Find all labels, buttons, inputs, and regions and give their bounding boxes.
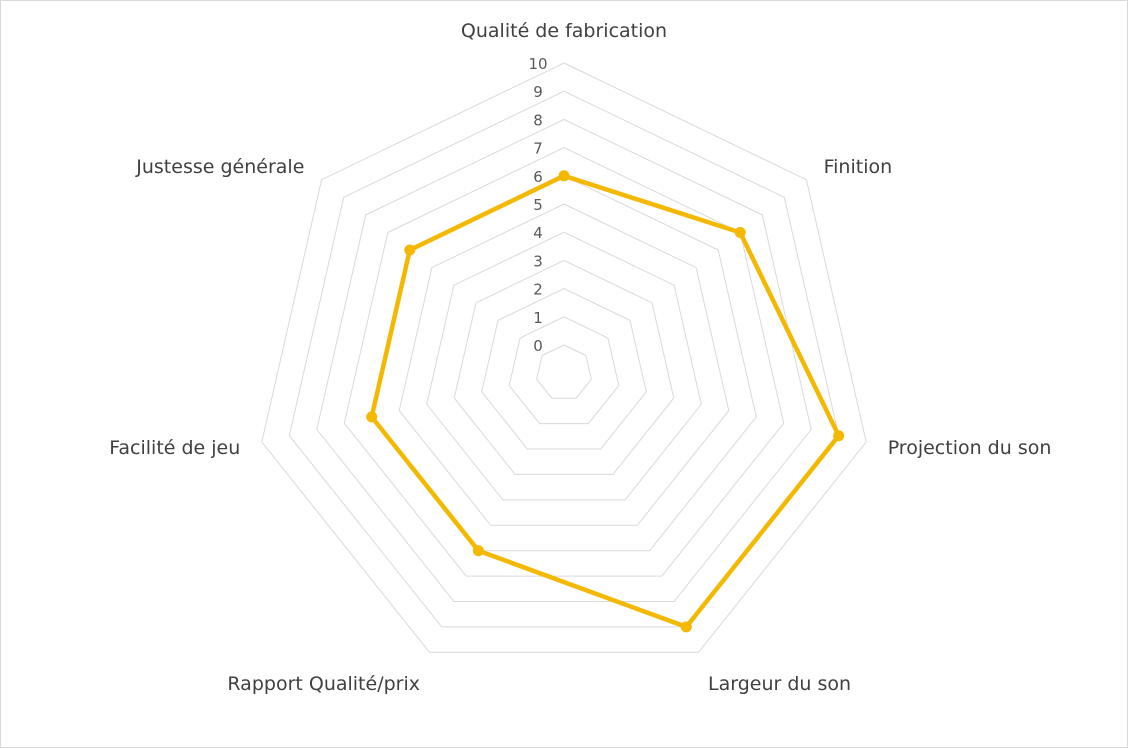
category-label: Facilité de jeu — [109, 437, 240, 459]
grid-rings — [261, 62, 867, 653]
tick-label: 6 — [533, 168, 543, 186]
data-point — [472, 545, 484, 557]
category-label: Finition — [824, 156, 893, 178]
data-point — [734, 227, 746, 238]
tick-label: 9 — [533, 83, 543, 101]
data-point — [404, 244, 416, 256]
grid-ring-1 — [508, 316, 620, 425]
data-point — [680, 621, 692, 633]
tick-label: 8 — [533, 111, 543, 129]
grid-ring-8 — [316, 118, 812, 602]
grid-ring-4 — [426, 231, 702, 501]
grid-ring-9 — [288, 90, 840, 628]
grid-ring-2 — [481, 288, 647, 450]
grid-ring-0 — [536, 344, 592, 399]
grid-ring-7 — [343, 147, 785, 577]
category-label: Justesse générale — [135, 156, 304, 178]
tick-label: 7 — [533, 140, 543, 158]
grid-ring-5 — [398, 203, 730, 526]
tick-label: 3 — [533, 252, 543, 270]
category-label: Rapport Qualité/prix — [227, 673, 420, 695]
category-labels: Qualité de fabrication Finition Projection… — [109, 20, 1051, 695]
category-label: Largeur du son — [708, 673, 851, 695]
category-label: Qualité de fabrication — [461, 20, 667, 42]
tick-label: 1 — [533, 309, 543, 327]
category-label: Projection du son — [888, 437, 1052, 459]
tick-label: 10 — [528, 55, 547, 73]
tick-label: 5 — [533, 196, 543, 214]
radial-tick-labels: 0 1 2 3 4 5 6 7 8 9 10 — [528, 55, 547, 355]
tick-label: 2 — [533, 281, 543, 299]
tick-label: 0 — [533, 337, 543, 355]
data-point — [366, 411, 378, 423]
tick-label: 4 — [533, 224, 543, 242]
data-point — [833, 430, 845, 442]
grid-ring-3 — [453, 259, 675, 475]
grid-ring-10 — [261, 62, 867, 653]
series-line — [369, 173, 841, 630]
data-point — [558, 170, 570, 182]
series-layer — [366, 170, 845, 633]
